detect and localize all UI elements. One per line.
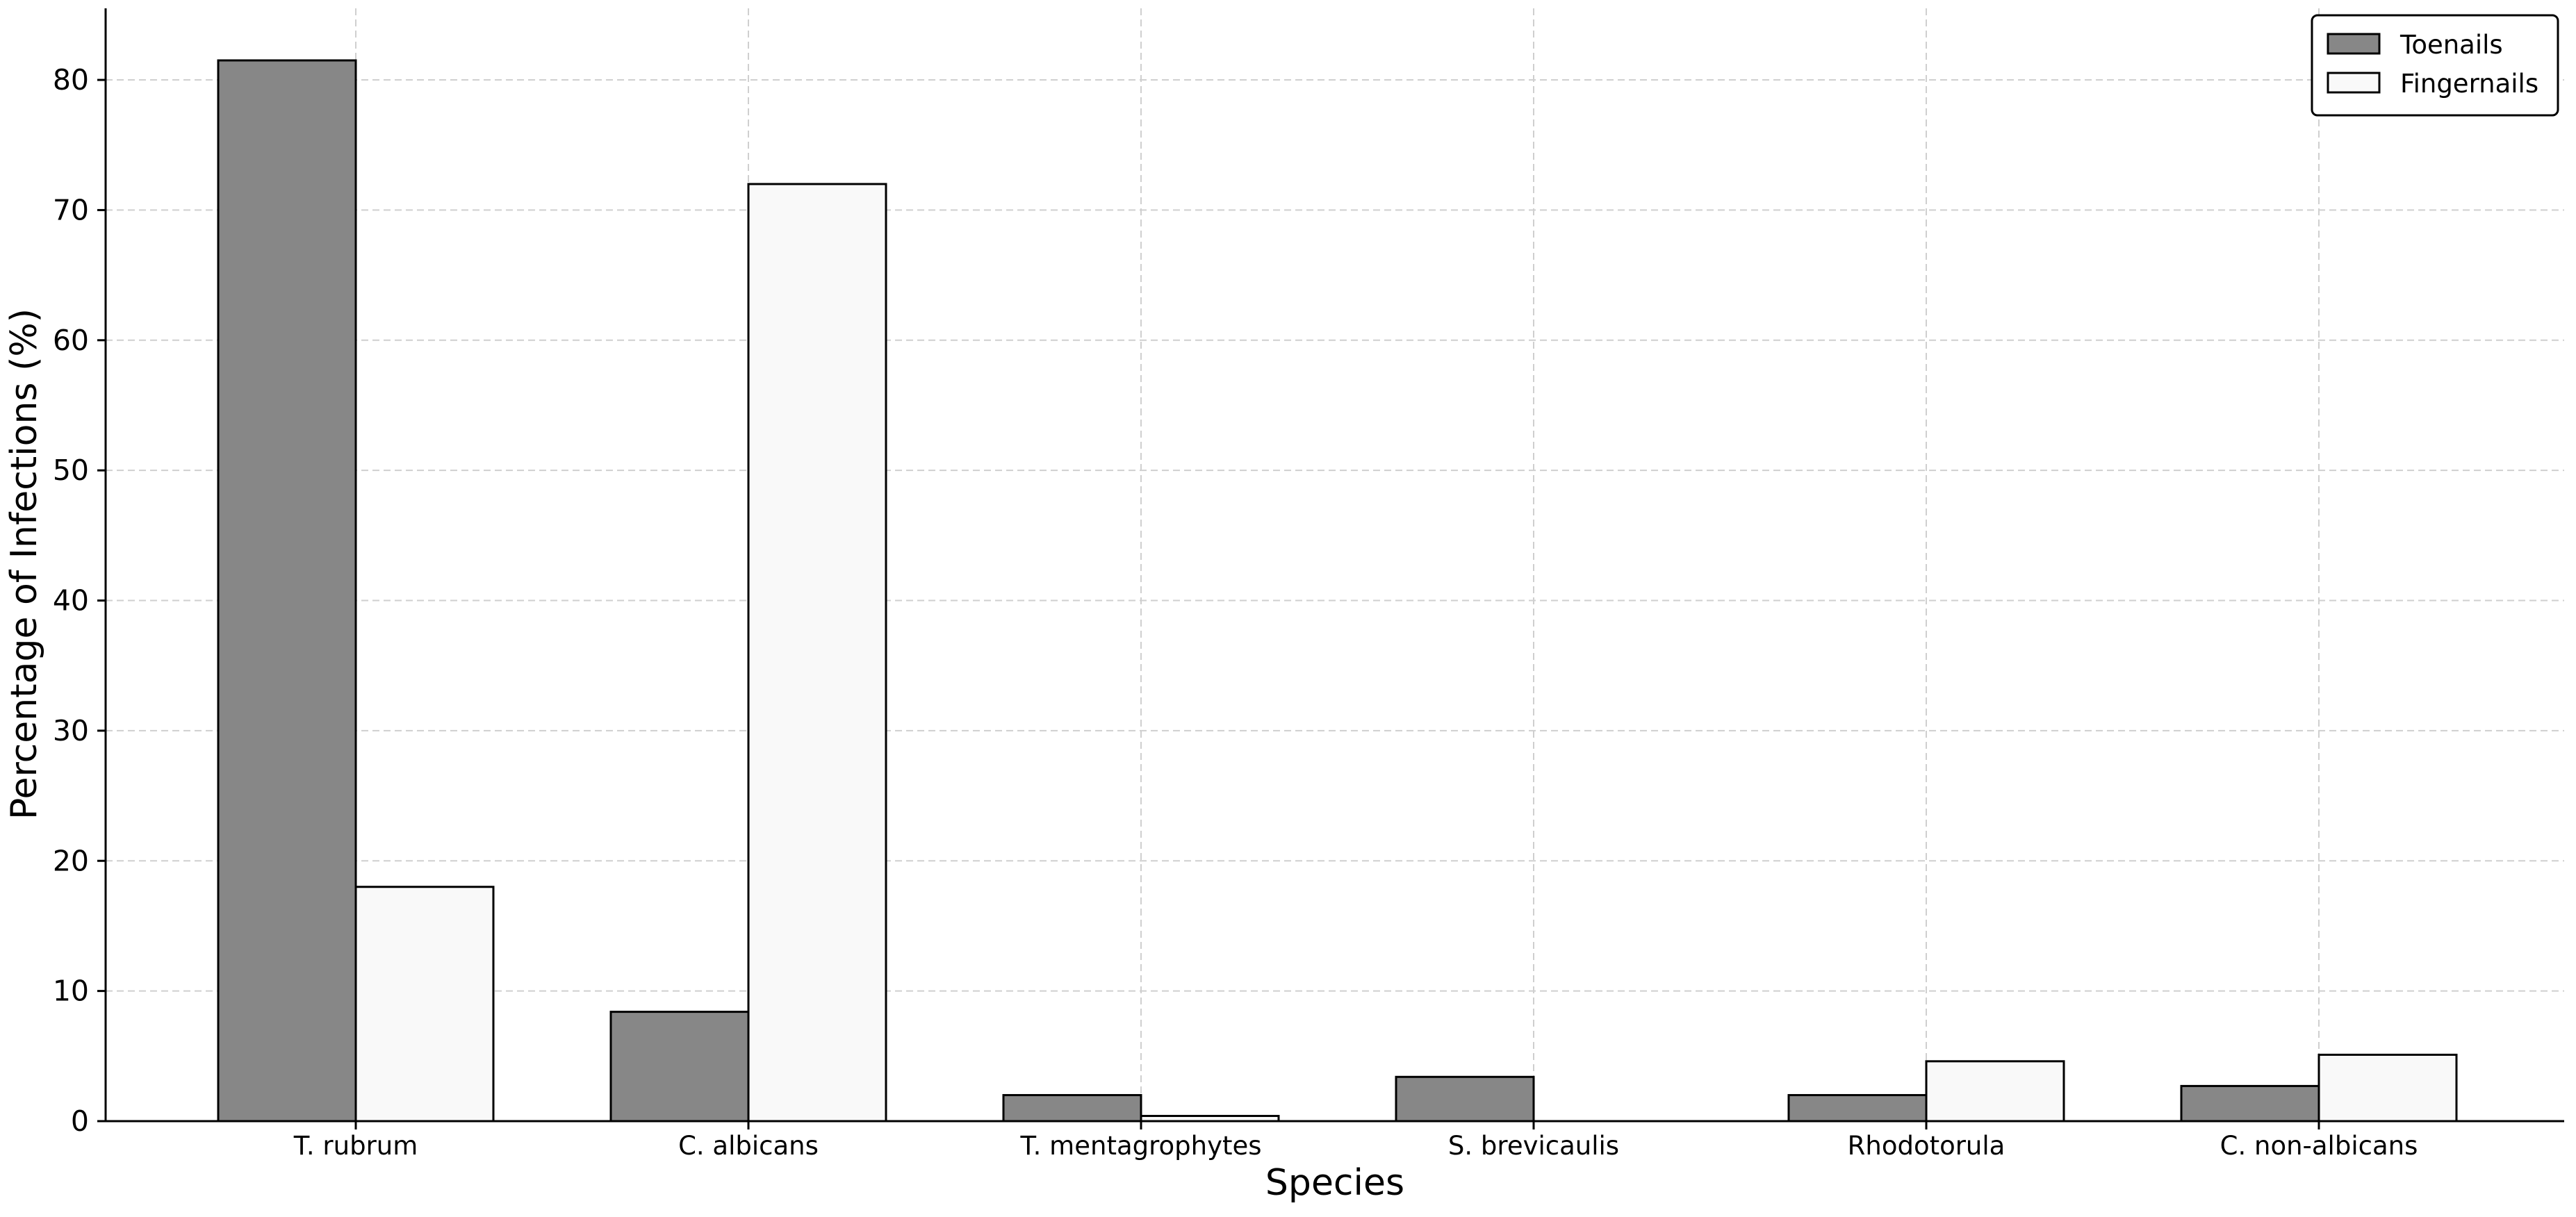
legend-label-fingernails: Fingernails bbox=[2400, 69, 2538, 99]
legend-label-toenails: Toenails bbox=[2399, 30, 2503, 60]
y-ticks: 0 10 20 30 40 50 60 70 80 bbox=[53, 63, 106, 1138]
legend: Toenails Fingernails bbox=[2311, 14, 2559, 117]
x-tick-label: Rhodotorula bbox=[1848, 1131, 2005, 1161]
y-tick-label: 10 bbox=[53, 975, 89, 1008]
legend-swatch-toenails bbox=[2327, 33, 2381, 55]
y-tick-label: 60 bbox=[53, 324, 89, 357]
y-tick-label: 80 bbox=[53, 63, 89, 97]
bar-fingernails-c-albicans bbox=[747, 183, 887, 1123]
y-tick-label: 0 bbox=[71, 1104, 89, 1138]
bar-toenails-rhodotorula bbox=[1787, 1094, 1928, 1123]
bar-toenails-c-non-albicans bbox=[2180, 1084, 2320, 1123]
y-tick-label: 70 bbox=[53, 193, 89, 226]
bar-fingernails-t-rubrum bbox=[354, 886, 495, 1123]
axes-layer bbox=[104, 8, 2564, 1123]
y-axis-title: Percentage of Infections (%) bbox=[3, 308, 45, 820]
x-tick-label: T. rubrum bbox=[293, 1131, 418, 1161]
bar-toenails-t-mentagrophytes bbox=[1002, 1094, 1142, 1123]
bar-fingernails-c-non-albicans bbox=[2317, 1053, 2458, 1123]
x-tick-label: C. non-albicans bbox=[2220, 1131, 2418, 1161]
y-tick-label: 50 bbox=[53, 454, 89, 487]
y-tick-label: 40 bbox=[53, 584, 89, 618]
x-tick-label: C. albicans bbox=[678, 1131, 819, 1161]
bar-toenails-t-rubrum bbox=[217, 59, 357, 1123]
y-tick-label: 20 bbox=[53, 844, 89, 877]
legend-swatch-fingernails bbox=[2327, 72, 2381, 94]
x-axis-title: Species bbox=[1265, 1162, 1404, 1204]
x-ticks: T. rubrum C. albicans T. mentagrophytes S. … bbox=[293, 1121, 2418, 1161]
x-tick-label: S. brevicaulis bbox=[1448, 1131, 1619, 1161]
y-tick-label: 30 bbox=[53, 714, 89, 747]
bar-fingernails-rhodotorula bbox=[1925, 1060, 2065, 1123]
x-tick-label: T. mentagrophytes bbox=[1019, 1131, 1261, 1161]
bars-layer bbox=[217, 59, 2458, 1123]
bar-toenails-c-albicans bbox=[609, 1011, 750, 1123]
bar-toenails-s-brevicaulis bbox=[1395, 1075, 1535, 1123]
